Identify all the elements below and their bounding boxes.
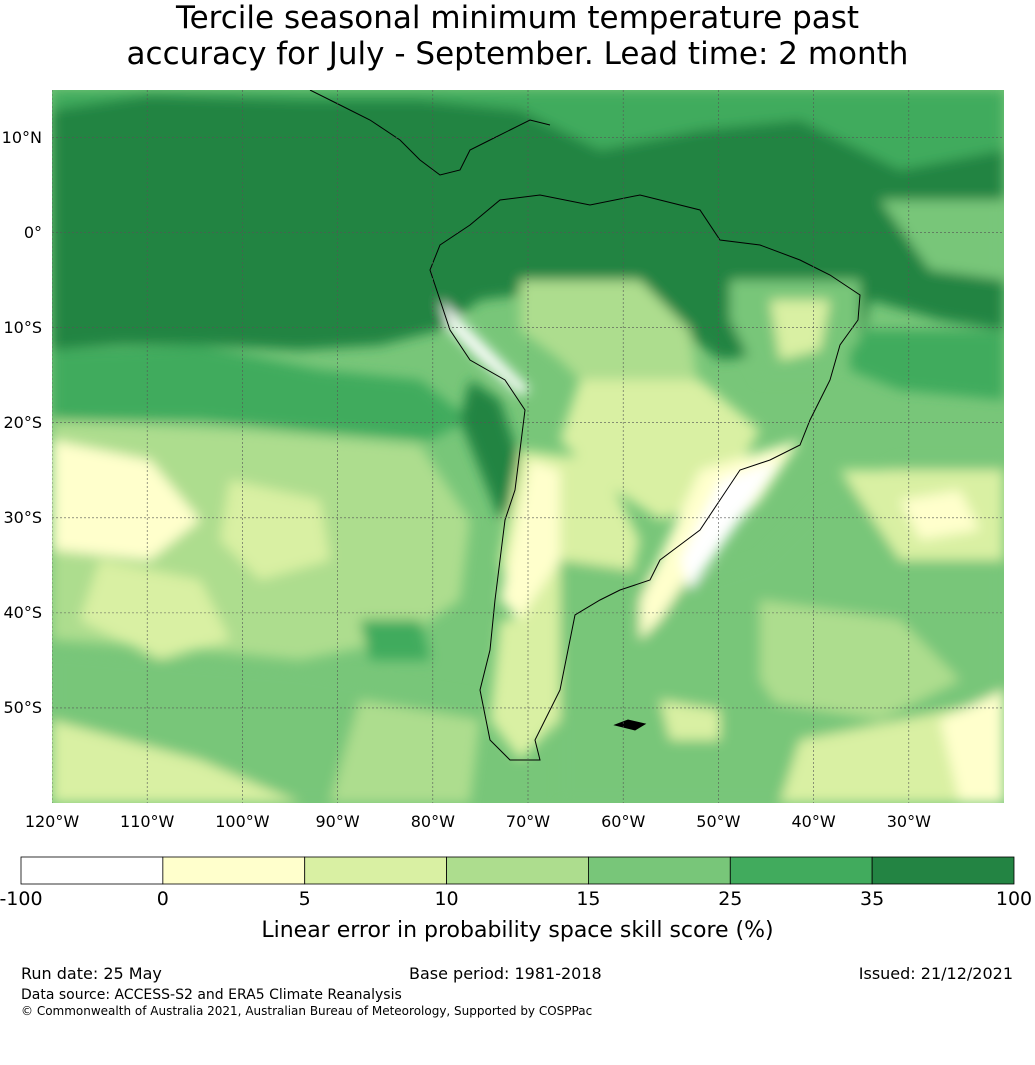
colorbar-tick-label: 100: [995, 888, 1033, 910]
graticule: [52, 90, 1004, 803]
colorbar-tick-label: 0: [156, 888, 169, 910]
map-title: Tercile seasonal minimum temperature pas…: [0, 0, 1035, 72]
colorbar-segment: [304, 856, 447, 885]
colorbar-tick-label: 15: [576, 888, 601, 910]
longitude-label: 70°W: [505, 812, 551, 831]
longitude-label: 60°W: [601, 812, 646, 831]
latitude-label: 50°S: [3, 697, 42, 717]
colorbar-segment: [446, 856, 589, 885]
colorbar-tick-label: -100: [0, 888, 43, 910]
colorbar: [20, 856, 1015, 885]
run-date: Run date: 25 May: [21, 964, 162, 983]
longitude-label: 90°W: [315, 812, 360, 831]
issued-date: Issued: 21/12/2021: [858, 964, 1013, 983]
coastline-south-america: [429, 194, 861, 761]
map-title-line-2: accuracy for July - September. Lead time…: [126, 36, 909, 72]
colorbar-segment: [729, 856, 873, 885]
longitude-label: 80°W: [410, 812, 455, 831]
colorbar-tick-label: 5: [298, 888, 311, 910]
longitude-label: 100°W: [215, 812, 270, 831]
latitude-label: 40°S: [3, 602, 42, 622]
longitude-label: 30°W: [886, 812, 931, 831]
colorbar-segment: [588, 856, 731, 885]
colorbar-segment: [162, 856, 306, 885]
map-title-line-1: Tercile seasonal minimum temperature pas…: [175, 0, 860, 36]
latitude-label: 10°S: [3, 317, 42, 337]
latitude-label: 0°: [23, 222, 42, 242]
base-period: Base period: 1981-2018: [409, 964, 602, 983]
longitude-label: 120°W: [24, 812, 80, 831]
coastline-central-america: [309, 90, 551, 176]
latitude-label: 10°N: [1, 127, 42, 147]
longitude-label: 110°W: [120, 812, 175, 831]
colorbar-label: Linear error in probability space skill …: [261, 918, 774, 943]
copyright: © Commonwealth of Australia 2021, Austra…: [21, 1004, 593, 1018]
map-area: [52, 90, 1004, 803]
skill-field: [52, 90, 1004, 803]
longitude-label: 40°W: [791, 812, 836, 831]
colorbar-segment: [20, 856, 164, 885]
data-source: Data source: ACCESS-S2 and ERA5 Climate …: [21, 987, 402, 1003]
latitude-label: 20°S: [3, 412, 42, 432]
colorbar-tick-label: 35: [860, 888, 885, 910]
latitude-label: 30°S: [3, 507, 42, 527]
colorbar-tick-label: 10: [434, 888, 459, 910]
colorbar-tick-label: 25: [718, 888, 743, 910]
coastline-falklands: [613, 719, 647, 731]
longitude-label: 50°W: [696, 812, 741, 831]
colorbar-segment: [871, 856, 1015, 885]
